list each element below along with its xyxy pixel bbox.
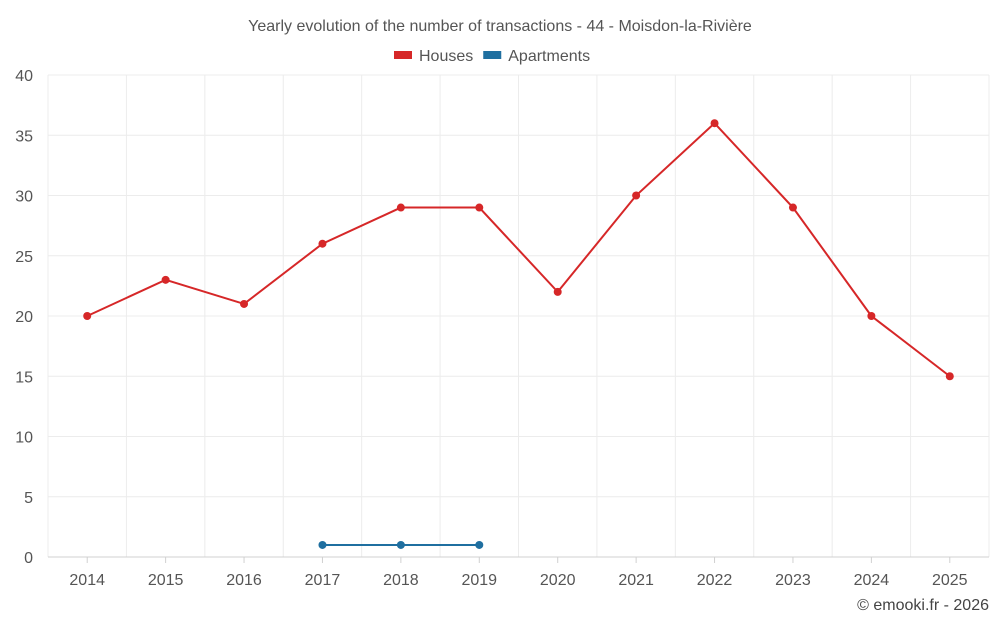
x-tick-label: 2021 — [618, 572, 654, 589]
series-line-houses — [86, 121, 951, 378]
data-point-houses[interactable] — [788, 203, 797, 212]
data-point-apartments[interactable] — [318, 540, 327, 549]
series-houses — [83, 119, 954, 381]
y-tick-label: 15 — [15, 369, 33, 386]
legend-item-houses[interactable]: Houses — [394, 48, 473, 65]
data-point-houses[interactable] — [710, 119, 719, 128]
series-layer — [83, 119, 954, 549]
x-tick-label: 2017 — [305, 572, 341, 589]
data-point-houses[interactable] — [945, 372, 954, 381]
legend-swatch-houses — [394, 51, 412, 59]
legend-swatch-apartments — [483, 51, 502, 59]
x-tick-label: 2014 — [69, 572, 105, 589]
legend-label-houses: Houses — [419, 48, 473, 65]
x-tick-label: 2023 — [775, 572, 811, 589]
data-point-houses[interactable] — [83, 312, 92, 320]
y-tick-label: 0 — [24, 550, 33, 567]
data-point-houses[interactable] — [161, 275, 170, 284]
y-tick-label: 10 — [15, 430, 33, 447]
chart-legend: Houses Apartments — [394, 48, 590, 65]
data-point-houses[interactable] — [240, 299, 249, 308]
x-tick-label: 2025 — [932, 572, 968, 589]
data-point-houses[interactable] — [867, 312, 876, 320]
x-tick-label: 2016 — [226, 572, 262, 589]
x-tick-label: 2015 — [148, 572, 184, 589]
y-tick-label: 30 — [15, 189, 33, 206]
x-tick-label: 2020 — [540, 572, 576, 589]
y-tick-label: 35 — [15, 128, 33, 145]
y-tick-label: 20 — [15, 309, 33, 326]
x-tick-label: 2022 — [697, 572, 733, 589]
credit-text: © emooki.fr - 2026 — [857, 597, 989, 614]
y-tick-label: 40 — [15, 68, 33, 85]
data-point-houses[interactable] — [553, 287, 562, 296]
data-point-houses[interactable] — [396, 203, 405, 212]
data-point-houses[interactable] — [632, 191, 641, 200]
chart-title: Yearly evolution of the number of transa… — [248, 18, 752, 35]
data-point-apartments[interactable] — [396, 540, 405, 549]
x-tick-label: 2019 — [461, 572, 497, 589]
legend-label-apartments: Apartments — [508, 48, 590, 65]
data-point-houses[interactable] — [318, 239, 327, 248]
x-tick-label: 2018 — [383, 572, 419, 589]
grid-lines — [47, 74, 990, 557]
series-apartments — [318, 540, 484, 549]
data-point-houses[interactable] — [475, 203, 484, 212]
data-point-apartments[interactable] — [475, 540, 484, 549]
y-tick-label: 5 — [24, 490, 33, 507]
legend-item-apartments[interactable]: Apartments — [483, 48, 590, 65]
y-tick-label: 25 — [15, 249, 33, 266]
x-tick-label: 2024 — [854, 572, 890, 589]
